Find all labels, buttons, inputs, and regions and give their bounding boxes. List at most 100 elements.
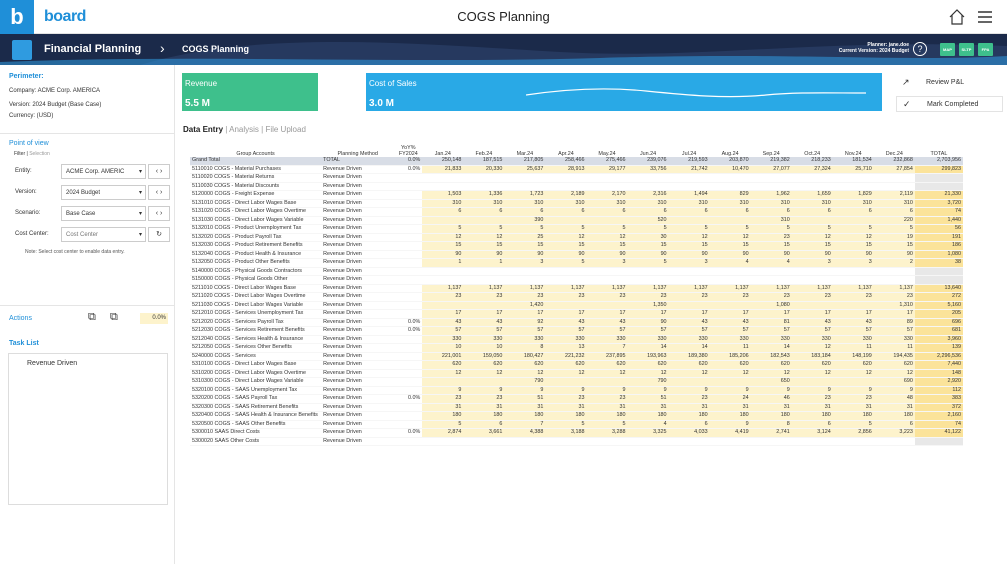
value-cell[interactable]: 1 bbox=[463, 258, 505, 268]
value-cell[interactable]: 1,137 bbox=[873, 284, 915, 294]
value-cell[interactable] bbox=[504, 267, 546, 277]
value-cell[interactable]: 57 bbox=[627, 326, 669, 336]
value-cell[interactable]: 159,050 bbox=[463, 352, 505, 362]
value-cell[interactable]: 1,494 bbox=[668, 190, 710, 200]
value-cell[interactable]: 194,435 bbox=[873, 352, 915, 362]
value-cell[interactable]: 1,080 bbox=[750, 301, 792, 311]
value-cell[interactable]: 5 bbox=[627, 258, 669, 268]
value-cell[interactable]: 3,661 bbox=[463, 428, 505, 438]
fpa-badge[interactable]: FPA bbox=[978, 43, 993, 56]
hamburger-menu-icon[interactable] bbox=[976, 8, 994, 26]
value-cell[interactable]: 43 bbox=[668, 318, 710, 328]
value-cell[interactable]: 390 bbox=[504, 216, 546, 226]
sltp-badge[interactable]: SLTP bbox=[959, 43, 974, 56]
value-cell[interactable]: 81 bbox=[750, 318, 792, 328]
value-cell[interactable]: 9 bbox=[832, 386, 874, 396]
entity-prev-next[interactable]: ‹ › bbox=[148, 164, 170, 179]
value-cell[interactable]: 43 bbox=[545, 318, 587, 328]
value-cell[interactable]: 12 bbox=[832, 369, 874, 379]
value-cell[interactable]: 185,206 bbox=[709, 352, 751, 362]
value-cell[interactable] bbox=[586, 301, 628, 311]
value-cell[interactable]: 5 bbox=[422, 224, 464, 234]
value-cell[interactable]: 23 bbox=[791, 394, 833, 404]
value-cell[interactable]: 6 bbox=[463, 420, 505, 430]
value-cell[interactable]: 90 bbox=[422, 250, 464, 260]
value-cell[interactable]: 17 bbox=[791, 309, 833, 319]
version-prev-next[interactable]: ‹ › bbox=[148, 185, 170, 200]
value-cell[interactable]: 1,137 bbox=[791, 284, 833, 294]
value-cell[interactable] bbox=[422, 275, 464, 285]
value-cell[interactable]: 15 bbox=[668, 241, 710, 251]
value-cell[interactable]: 3 bbox=[586, 258, 628, 268]
value-cell[interactable]: 187,515 bbox=[463, 157, 505, 166]
value-cell[interactable]: 2,856 bbox=[832, 428, 874, 438]
value-cell[interactable]: 4,419 bbox=[709, 428, 751, 438]
value-cell[interactable] bbox=[832, 377, 874, 387]
value-cell[interactable] bbox=[832, 173, 874, 183]
value-cell[interactable]: 3,223 bbox=[873, 428, 915, 438]
value-cell[interactable]: 31 bbox=[504, 403, 546, 413]
value-cell[interactable]: 258,466 bbox=[545, 157, 587, 166]
value-cell[interactable]: 180 bbox=[586, 411, 628, 421]
value-cell[interactable]: 620 bbox=[586, 360, 628, 370]
value-cell[interactable] bbox=[422, 437, 464, 447]
value-cell[interactable]: 5 bbox=[791, 224, 833, 234]
value-cell[interactable]: 790 bbox=[504, 377, 546, 387]
value-cell[interactable]: 12 bbox=[422, 369, 464, 379]
tab-analysis[interactable]: Analysis bbox=[229, 125, 259, 134]
value-cell[interactable]: 23 bbox=[463, 292, 505, 302]
value-cell[interactable] bbox=[627, 267, 669, 277]
value-cell[interactable]: 6 bbox=[709, 207, 751, 217]
home-icon[interactable] bbox=[948, 8, 966, 26]
value-cell[interactable]: 15 bbox=[586, 241, 628, 251]
value-cell[interactable] bbox=[545, 267, 587, 277]
value-cell[interactable]: 15 bbox=[709, 241, 751, 251]
value-cell[interactable]: 1,137 bbox=[463, 284, 505, 294]
value-cell[interactable]: 21,833 bbox=[422, 165, 464, 175]
value-cell[interactable]: 23 bbox=[422, 292, 464, 302]
value-cell[interactable] bbox=[463, 275, 505, 285]
value-cell[interactable]: 90 bbox=[791, 250, 833, 260]
value-cell[interactable]: 180 bbox=[750, 411, 792, 421]
task-item[interactable]: Revenue Driven bbox=[27, 360, 78, 367]
value-cell[interactable]: 43 bbox=[422, 318, 464, 328]
value-cell[interactable]: 6 bbox=[791, 207, 833, 217]
value-cell[interactable]: 9 bbox=[709, 386, 751, 396]
value-cell[interactable]: 180 bbox=[463, 411, 505, 421]
value-cell[interactable]: 6 bbox=[627, 207, 669, 217]
value-cell[interactable]: 17 bbox=[709, 309, 751, 319]
value-cell[interactable]: 9 bbox=[709, 420, 751, 430]
value-cell[interactable]: 5 bbox=[545, 420, 587, 430]
value-cell[interactable]: 5 bbox=[832, 420, 874, 430]
value-cell[interactable]: 310 bbox=[791, 199, 833, 209]
value-cell[interactable] bbox=[791, 267, 833, 277]
value-cell[interactable]: 180,427 bbox=[504, 352, 546, 362]
value-cell[interactable]: 1,310 bbox=[873, 301, 915, 311]
value-cell[interactable]: 3 bbox=[668, 258, 710, 268]
value-cell[interactable] bbox=[709, 267, 751, 277]
value-cell[interactable]: 10 bbox=[463, 343, 505, 353]
value-cell[interactable]: 12 bbox=[463, 369, 505, 379]
value-cell[interactable] bbox=[545, 275, 587, 285]
value-cell[interactable]: 310 bbox=[463, 199, 505, 209]
value-cell[interactable]: 12 bbox=[791, 369, 833, 379]
value-cell[interactable] bbox=[709, 437, 751, 447]
value-cell[interactable] bbox=[709, 377, 751, 387]
value-cell[interactable] bbox=[422, 216, 464, 226]
value-cell[interactable]: 15 bbox=[504, 241, 546, 251]
value-cell[interactable]: 23 bbox=[668, 292, 710, 302]
value-cell[interactable]: 23 bbox=[832, 292, 874, 302]
value-cell[interactable]: 180 bbox=[668, 411, 710, 421]
value-cell[interactable]: 9 bbox=[504, 386, 546, 396]
value-cell[interactable]: 1,723 bbox=[504, 190, 546, 200]
value-cell[interactable] bbox=[750, 275, 792, 285]
value-cell[interactable]: 90 bbox=[545, 250, 587, 260]
value-cell[interactable]: 7 bbox=[586, 343, 628, 353]
value-cell[interactable] bbox=[586, 216, 628, 226]
value-cell[interactable]: 310 bbox=[832, 199, 874, 209]
value-cell[interactable]: 90 bbox=[463, 250, 505, 260]
value-cell[interactable]: 9 bbox=[545, 386, 587, 396]
value-cell[interactable]: 12 bbox=[463, 233, 505, 243]
value-cell[interactable]: 1,137 bbox=[709, 284, 751, 294]
value-cell[interactable]: 24 bbox=[709, 394, 751, 404]
